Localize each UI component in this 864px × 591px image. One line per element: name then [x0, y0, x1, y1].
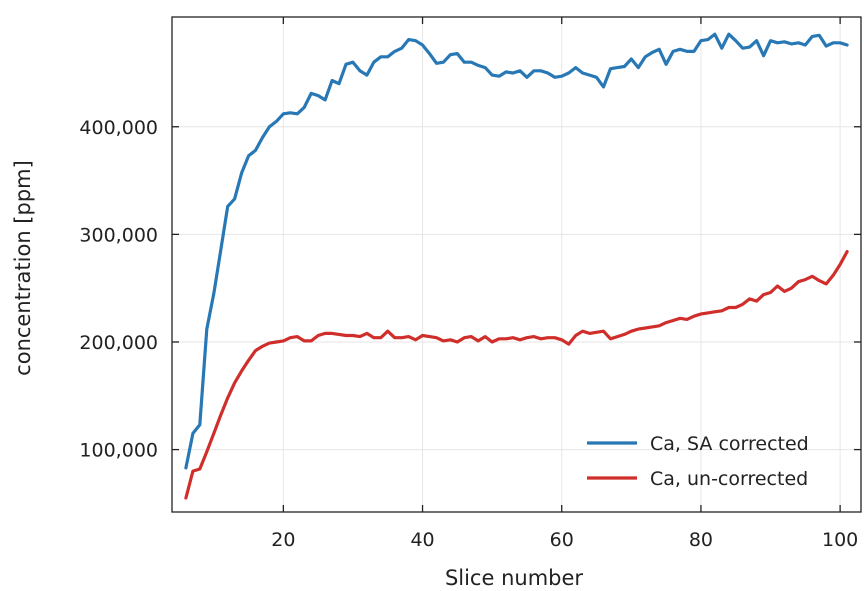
x-tick-label: 40	[410, 529, 434, 551]
x-tick-label: 80	[689, 529, 713, 551]
x-tick-label: 20	[271, 529, 295, 551]
series-line-1	[184, 250, 849, 500]
y-axis-title: concentration [ppm]	[11, 160, 35, 376]
y-tick-label: 400,000	[79, 117, 158, 139]
x-tick-label: 100	[822, 529, 858, 551]
y-tick-label: 100,000	[79, 440, 158, 462]
axis-ticks	[172, 17, 861, 512]
legend: Ca, SA corrected Ca, un-corrected	[587, 433, 809, 490]
y-tick-label: 200,000	[79, 332, 158, 354]
plot-frame	[171, 16, 862, 513]
x-axis-title: Slice number	[445, 566, 583, 590]
x-tick-label: 60	[550, 529, 574, 551]
legend-label-un-corrected: Ca, un-corrected	[650, 468, 808, 490]
tick-labels: 20 40 60 80 100 100,000 200,000 300,000 400,000	[79, 117, 858, 551]
y-tick-label: 300,000	[79, 224, 158, 246]
series-line-0	[184, 32, 849, 470]
series-group	[184, 32, 849, 500]
legend-label-sa-corrected: Ca, SA corrected	[650, 433, 809, 455]
